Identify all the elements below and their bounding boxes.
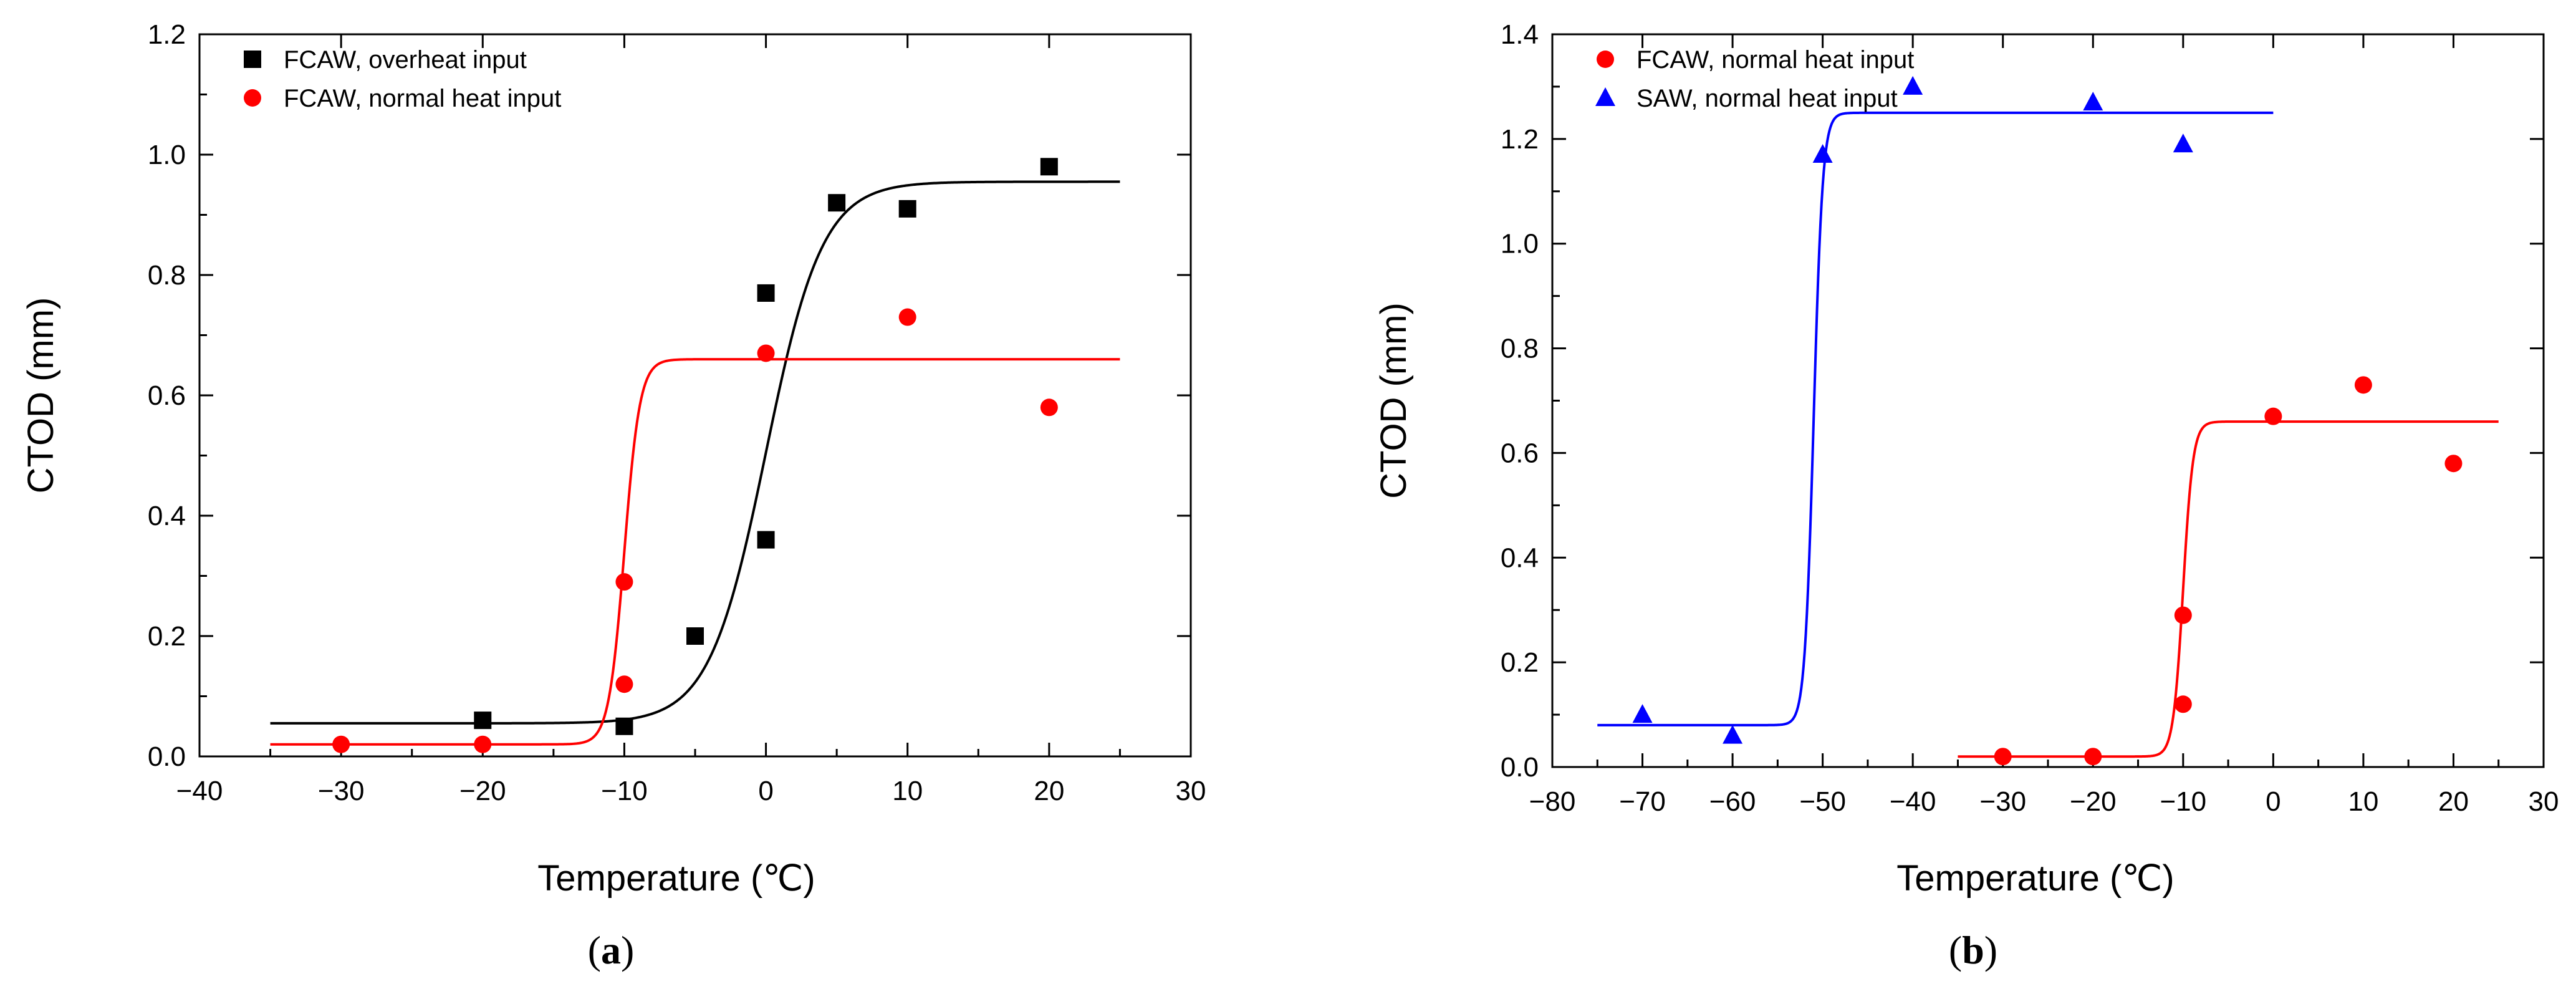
panel-label-close-paren: ) xyxy=(1984,928,1997,972)
data-point-square xyxy=(828,194,846,212)
data-point-triangle xyxy=(2173,133,2193,153)
y-tick-label: 0.0 xyxy=(1501,752,1539,783)
x-axis-title: Temperature (℃) xyxy=(537,858,815,899)
y-axis-title: CTOD (mm) xyxy=(21,297,61,494)
data-point-circle xyxy=(2084,748,2102,766)
y-tick-label: 0.2 xyxy=(1501,647,1539,678)
plot-frame xyxy=(1551,33,2545,768)
x-tick-label: −50 xyxy=(1799,786,1846,817)
data-point-triangle xyxy=(2083,92,2103,111)
data-point-triangle xyxy=(1903,75,1923,95)
y-tick-label: 1.0 xyxy=(148,140,186,170)
data-point-triangle xyxy=(1723,725,1743,744)
x-tick-label: −60 xyxy=(1709,786,1756,817)
x-tick-label: −80 xyxy=(1529,786,1576,817)
data-point-circle xyxy=(2354,376,2372,394)
data-point-triangle xyxy=(1812,144,1833,163)
x-axis-title: Temperature (℃) xyxy=(1896,858,2174,899)
panel-label-open-paren: ( xyxy=(1949,928,1962,972)
x-tick-label: −70 xyxy=(1619,786,1666,817)
y-tick-label: 1.0 xyxy=(1501,229,1539,259)
x-tick-label: −40 xyxy=(176,776,223,806)
data-point-square xyxy=(615,717,633,735)
y-axis-title: CTOD (mm) xyxy=(1373,302,1414,499)
panel-label-letter: a xyxy=(601,928,621,972)
x-tick-label: −20 xyxy=(459,776,506,806)
x-tick-label: −30 xyxy=(318,776,365,806)
chart-panel-b: −80 −70 −60 −50 −40 −30 −20 −10 0 10 20 30 0.0 0.2 0.4… xyxy=(1373,19,2559,972)
y-tick-label: 0.6 xyxy=(148,380,186,411)
x-tick-label: −40 xyxy=(1890,786,1936,817)
data-point-circle xyxy=(615,675,633,693)
y-tick-label: 0.6 xyxy=(1501,438,1539,468)
x-tick-label: 10 xyxy=(2348,786,2378,817)
y-tick-label: 0.8 xyxy=(1501,334,1539,364)
legend-marker-circle xyxy=(244,89,261,107)
legend-marker-triangle xyxy=(1595,87,1615,106)
x-tick-label: 30 xyxy=(1176,776,1206,806)
fit-curve-square xyxy=(270,180,1120,725)
y-tick-label: 1.4 xyxy=(1501,19,1539,50)
y-tick-label: 0.2 xyxy=(148,621,186,652)
y-tick-label: 0.0 xyxy=(148,741,186,772)
legend-marker-circle xyxy=(1597,51,1614,68)
data-point-triangle xyxy=(1632,704,1653,723)
data-point-circle xyxy=(2174,695,2192,713)
data-point-circle xyxy=(615,573,633,591)
x-tick-label: −20 xyxy=(2070,786,2117,817)
y-tick-label: 1.2 xyxy=(1501,124,1539,155)
x-tick-label: 20 xyxy=(2438,786,2469,817)
y-tick-label: 0.8 xyxy=(148,260,186,291)
data-point-circle xyxy=(2444,455,2463,473)
data-point-circle xyxy=(1040,398,1058,417)
x-tick-label: 0 xyxy=(2266,786,2280,817)
x-tick-label: −10 xyxy=(601,776,648,806)
x-tick-label: 10 xyxy=(892,776,923,806)
fit-curve-triangle xyxy=(1597,111,2274,726)
data-point-circle xyxy=(474,735,492,753)
data-point-circle xyxy=(2174,606,2192,624)
panel-label-letter: b xyxy=(1962,928,1984,972)
data-point-square xyxy=(898,200,916,218)
plot-frame xyxy=(198,33,1192,758)
data-point-square xyxy=(757,531,775,549)
y-tick-label: 0.4 xyxy=(1501,543,1539,573)
fit-curve-circle xyxy=(1958,420,2499,758)
x-tick-label: 0 xyxy=(758,776,773,806)
data-point-circle xyxy=(2264,407,2282,425)
fit-curve-circle xyxy=(270,358,1120,746)
x-tick-label: −10 xyxy=(2160,786,2206,817)
data-point-circle xyxy=(898,308,916,326)
panel-label-close-paren: ) xyxy=(621,928,634,972)
data-point-circle xyxy=(757,344,775,362)
x-tick-label: 30 xyxy=(2529,786,2559,817)
legend-label: FCAW, normal heat input xyxy=(284,85,561,112)
legend-label: SAW, normal heat input xyxy=(1636,85,1898,112)
panel-label: (b) xyxy=(1949,928,1997,972)
panel-label: (a) xyxy=(588,928,635,972)
legend-marker-square xyxy=(244,51,261,68)
y-tick-label: 1.2 xyxy=(148,19,186,50)
chart-panel-a: −40 −30 −20 −10 0 10 20 30 0.0 0.2 0.4 0.6 0.8 1.0 1.2… xyxy=(21,19,1206,972)
data-point-circle xyxy=(332,735,350,753)
x-tick-label: 20 xyxy=(1034,776,1064,806)
legend-label: FCAW, overheat input xyxy=(284,46,527,74)
panel-label-open-paren: ( xyxy=(588,928,601,972)
data-point-square xyxy=(474,712,492,730)
data-point-square xyxy=(686,627,704,645)
y-tick-label: 0.4 xyxy=(148,501,186,531)
legend-label: FCAW, normal heat input xyxy=(1636,46,1914,74)
data-point-circle xyxy=(1994,748,2012,766)
x-tick-label: −30 xyxy=(1979,786,2026,817)
data-point-square xyxy=(757,284,775,302)
data-point-square xyxy=(1040,158,1058,176)
